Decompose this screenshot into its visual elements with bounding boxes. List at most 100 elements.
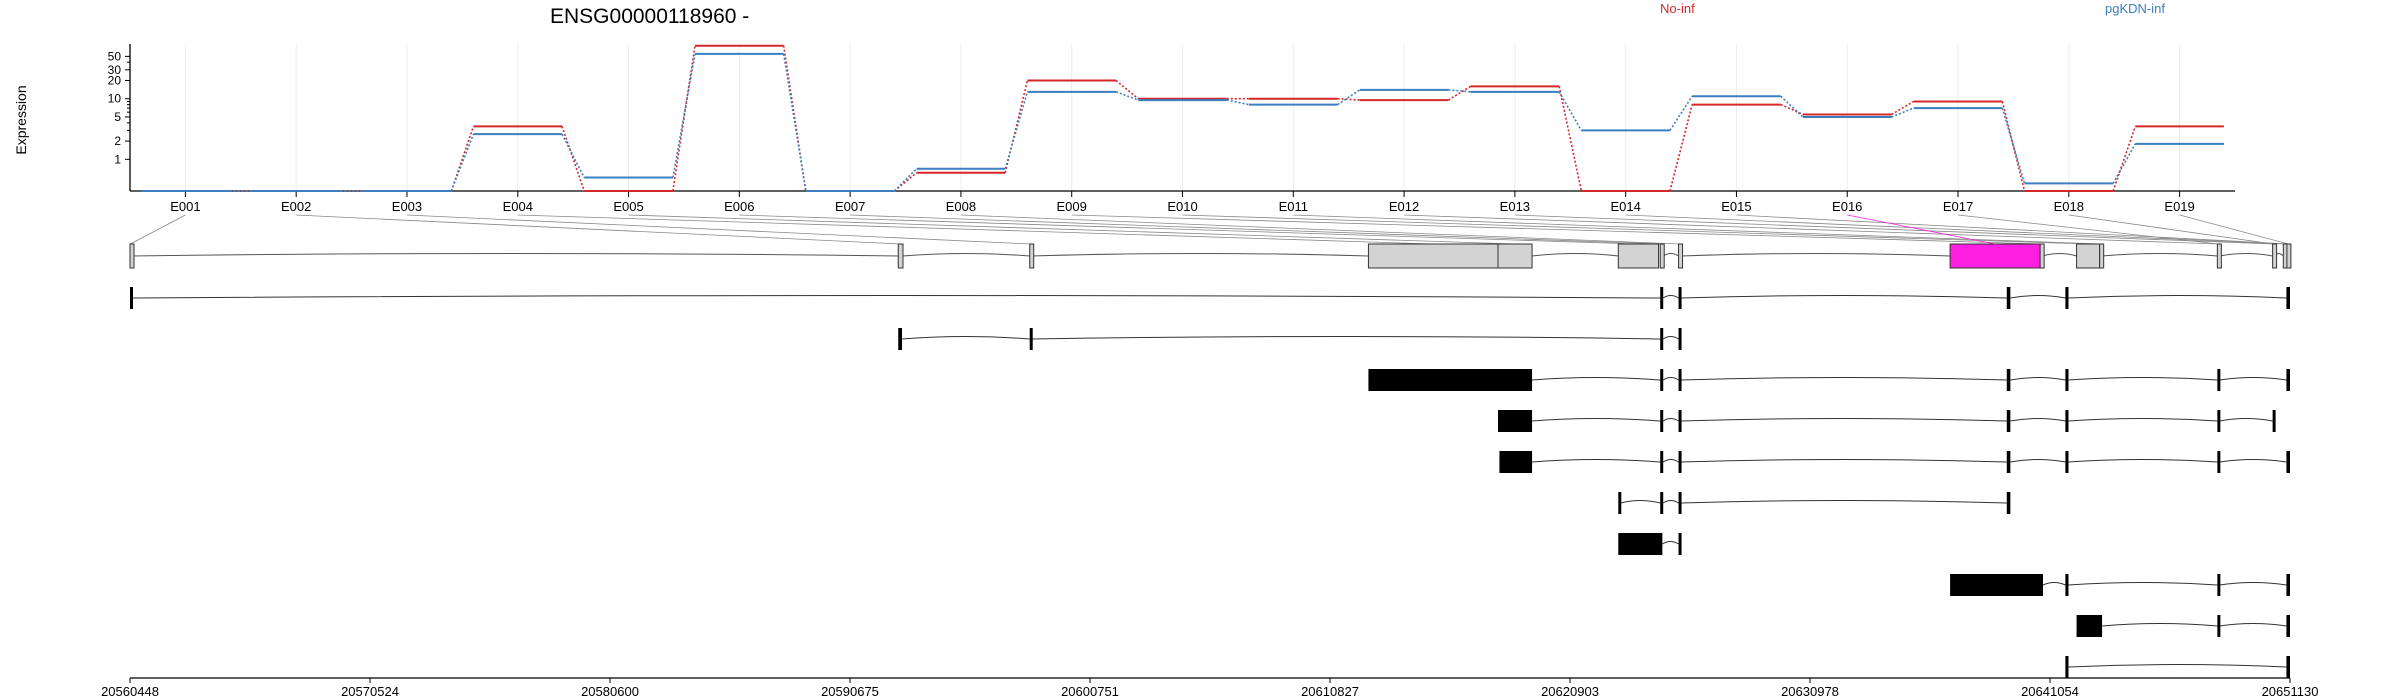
expression-connector xyxy=(1558,91,1583,131)
transcript-exon xyxy=(1678,369,1682,391)
expression-connector xyxy=(1337,97,1360,101)
expression-connector xyxy=(1558,86,1583,192)
expression-connector xyxy=(1115,79,1139,100)
transcript-exon xyxy=(1499,451,1533,473)
y-tick-label: 30 xyxy=(108,63,122,77)
exon-label: E009 xyxy=(1057,199,1087,214)
coordinate-label: 20620903 xyxy=(1541,684,1599,699)
intron-line xyxy=(1662,459,1679,463)
transcript-exon xyxy=(2065,656,2069,678)
expression-connector xyxy=(1891,107,1915,118)
exon-label: E001 xyxy=(170,199,200,214)
intron-line xyxy=(1680,459,2007,463)
transcript-exon xyxy=(1950,574,2043,596)
exon-label: E013 xyxy=(1500,199,1530,214)
transcript-exon xyxy=(1678,410,1682,432)
intron-line xyxy=(2010,459,2066,463)
expression-connector xyxy=(561,133,585,178)
intron-line xyxy=(1532,377,1661,381)
exon-label: E011 xyxy=(1279,199,1308,214)
transcript-exon xyxy=(2217,615,2221,637)
exon-connector xyxy=(517,214,1434,245)
expression-connector xyxy=(2112,143,2136,184)
intron-line xyxy=(1532,459,1661,463)
coordinate-label: 20560448 xyxy=(101,684,159,699)
transcript-exon xyxy=(1678,451,1682,473)
transcript-exon xyxy=(2006,410,2011,432)
transcript-exon xyxy=(2217,410,2221,432)
gridlines xyxy=(184,44,2181,191)
coordinate-label: 20641054 xyxy=(2021,684,2079,699)
intron-line xyxy=(2068,459,2218,463)
genomic-coordinate-axis: 20560448 20570524 20580600 20590675 20600751… xyxy=(101,677,2319,699)
transcript-exon xyxy=(1618,492,1622,514)
legend-pgkdn-inf: pgKDN-inf xyxy=(2105,1,2165,16)
transcript-2 xyxy=(898,328,1682,350)
intron-line xyxy=(2010,295,2066,299)
transcript-exon xyxy=(1678,328,1682,350)
transcript-exon xyxy=(2006,451,2011,473)
exon-connector xyxy=(406,214,1031,245)
coordinate-label: 20610827 xyxy=(1301,684,1359,699)
transcript-7 xyxy=(1618,533,1682,555)
exon-connector xyxy=(130,214,186,245)
intron-line xyxy=(2219,253,2273,257)
y-tick-label: 5 xyxy=(114,110,121,124)
transcript-exon xyxy=(2065,410,2069,432)
transcript-exon xyxy=(1660,410,1664,432)
exon-connector xyxy=(1182,214,2089,245)
intron-line xyxy=(2102,623,2218,627)
gene-model-exon xyxy=(2076,243,2101,269)
coordinate-label: 20651130 xyxy=(2262,684,2319,699)
exon-connector xyxy=(628,214,1516,245)
exon-label: E006 xyxy=(724,199,754,214)
exon-label: E012 xyxy=(1389,199,1419,214)
gene-model-exon xyxy=(129,243,135,269)
intron-line xyxy=(1680,500,2007,504)
transcript-exon xyxy=(1029,328,1033,350)
intron-line xyxy=(2010,377,2066,381)
intron-line xyxy=(2102,253,2218,257)
transcript-exon xyxy=(1660,287,1664,309)
exon-label: E004 xyxy=(503,199,533,214)
y-tick-label: 50 xyxy=(108,49,122,63)
coordinate-label: 20630978 xyxy=(1781,684,1839,699)
intron-line xyxy=(2068,418,2218,422)
y-tick-label: 20 xyxy=(108,73,122,87)
intron-line xyxy=(1680,377,2007,381)
intron-line xyxy=(2219,418,2273,422)
expression-connector xyxy=(782,53,807,192)
transcript-10 xyxy=(2065,656,2290,678)
intron-line xyxy=(2042,582,2066,586)
expression-connector xyxy=(1448,89,1471,93)
exon-connector xyxy=(1957,214,2219,245)
intron-line xyxy=(1662,253,1679,257)
y-tick-label: 10 xyxy=(108,92,122,106)
gene-model-exon xyxy=(1678,243,1684,269)
intron-line xyxy=(1532,418,1661,422)
expression-connector xyxy=(1004,80,1029,173)
expression-connector xyxy=(1226,99,1250,106)
intron-line xyxy=(1532,253,1619,257)
intron-line xyxy=(2219,582,2287,586)
coordinate-label: 20590675 xyxy=(821,684,879,699)
exon-label: E002 xyxy=(281,199,311,214)
transcript-exon xyxy=(1660,328,1664,350)
exon-label: E019 xyxy=(2164,199,2194,214)
transcript-exon xyxy=(1618,533,1663,555)
transcript-exon xyxy=(2065,369,2069,391)
expression-connector xyxy=(672,53,696,178)
exon-connector xyxy=(739,214,1639,245)
intron-line xyxy=(1662,336,1679,340)
intron-line xyxy=(131,295,1661,299)
intron-line xyxy=(1662,500,1679,504)
expression-connector xyxy=(450,133,475,192)
exon-connector xyxy=(1736,214,2289,245)
expression-connector xyxy=(1669,104,1693,192)
exon-label: E007 xyxy=(835,199,865,214)
transcript-exon xyxy=(1368,369,1533,391)
gene-model-exon xyxy=(2099,243,2105,269)
transcript-exon xyxy=(2286,369,2290,391)
transcript-exon xyxy=(2065,451,2069,473)
exon-connector xyxy=(1404,214,2219,245)
